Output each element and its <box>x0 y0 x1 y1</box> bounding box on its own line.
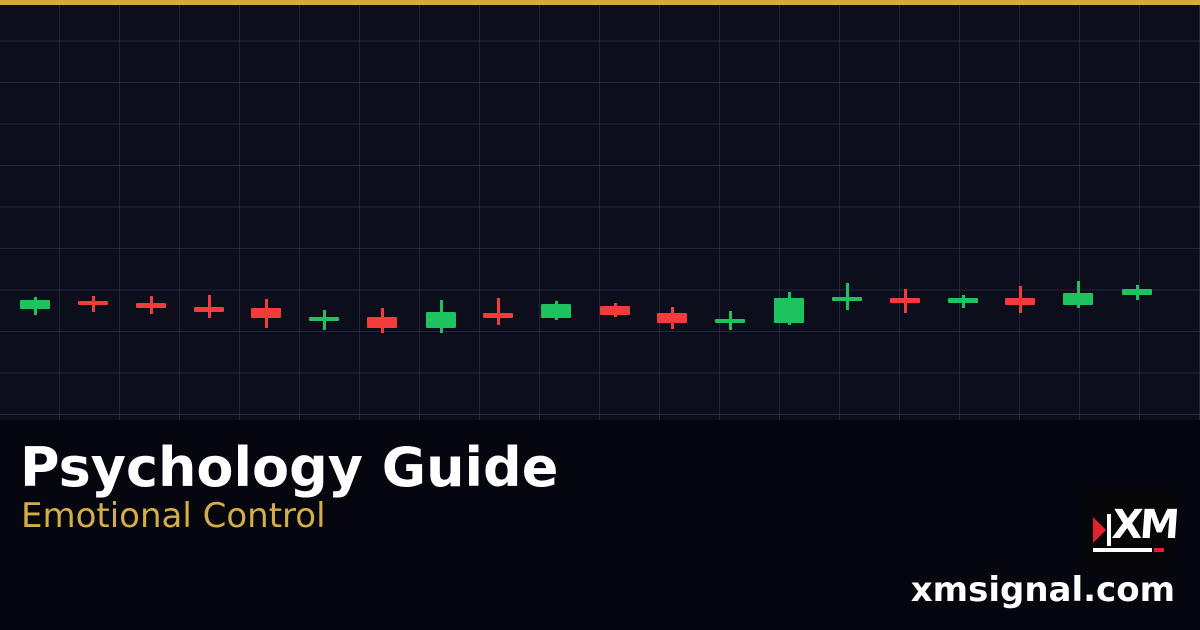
candle-body <box>136 303 166 308</box>
candle-body <box>890 298 920 303</box>
page-subtitle: Emotional Control <box>21 496 326 536</box>
candle-body <box>1005 298 1035 305</box>
candle-body <box>832 297 862 301</box>
candle-wick <box>845 283 849 310</box>
candle-wick <box>207 295 211 318</box>
logo-underline-red-tip <box>1154 548 1164 552</box>
candle-body <box>1063 293 1093 305</box>
candle-body <box>20 300 50 309</box>
website-url: xmsignal.com <box>910 570 1175 610</box>
candle-body <box>251 308 281 318</box>
candle-body <box>367 317 397 328</box>
candle-body <box>948 298 978 303</box>
candle-body <box>657 313 687 323</box>
candle-body <box>483 313 513 318</box>
logo-underline <box>1093 548 1152 552</box>
candle-body <box>194 307 224 312</box>
candle-body <box>715 319 745 323</box>
play-triangle-icon <box>1093 517 1106 543</box>
candle-body <box>774 298 804 323</box>
candle-body <box>78 301 108 305</box>
page-title: Psychology Guide <box>20 436 559 499</box>
candle-body <box>309 317 339 321</box>
candle-body <box>541 304 571 318</box>
candle-body <box>600 306 630 315</box>
logo-text: XM <box>1110 502 1179 548</box>
top-accent-bar <box>0 0 1200 5</box>
candle-body <box>426 312 456 328</box>
candlestick-chart <box>0 0 1200 420</box>
candle-wick <box>496 298 500 325</box>
bottom-panel: Psychology Guide Emotional Control XM xm… <box>0 420 1200 630</box>
candle-body <box>1122 289 1152 295</box>
xm-logo: XM <box>1083 488 1178 572</box>
logo-vertical-bar <box>1107 514 1111 546</box>
